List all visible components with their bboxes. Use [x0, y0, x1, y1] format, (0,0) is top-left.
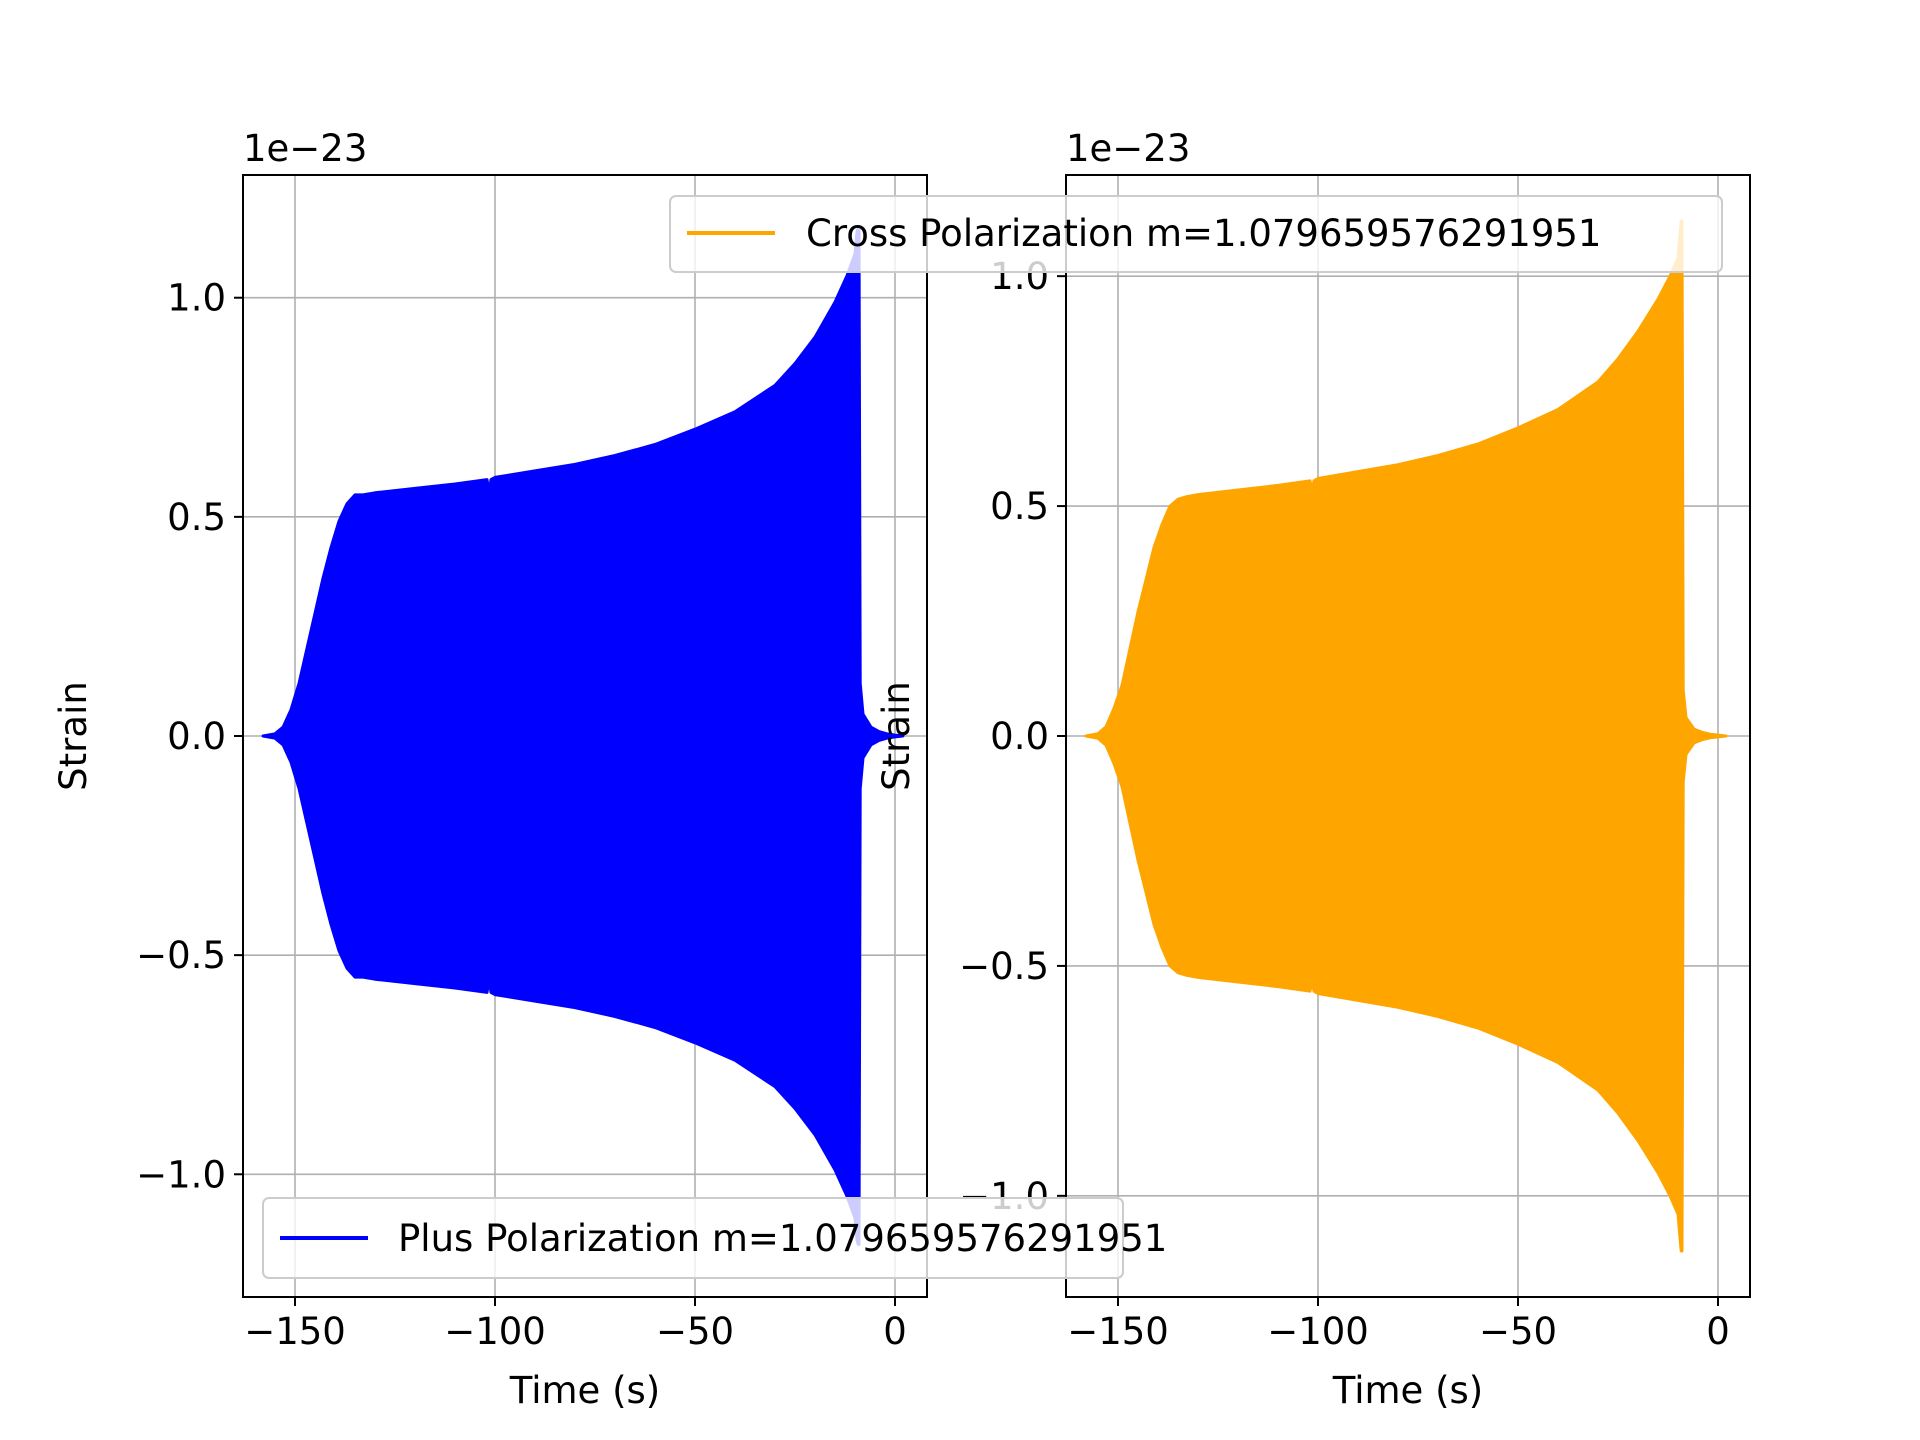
- right-x-tick-label: −100: [1267, 1310, 1369, 1353]
- left-x-tick-label: −100: [444, 1310, 546, 1353]
- left-y-tick-label: 0.5: [167, 496, 226, 539]
- right-waveform: [1084, 219, 1728, 1253]
- left-y-tick-label: −1.0: [136, 1153, 226, 1196]
- right-y-tick-label: −0.5: [959, 945, 1049, 988]
- left-x-tick-label: 0: [883, 1310, 907, 1353]
- left-y-tick-label: 0.0: [167, 715, 226, 758]
- right-x-tick-label: 0: [1706, 1310, 1730, 1353]
- right-y-axis-label: Strain: [875, 681, 918, 791]
- left-y-axis-label: Strain: [52, 681, 95, 791]
- right-x-axis-label: Time (s): [1332, 1369, 1483, 1412]
- right-offset-label: 1e−23: [1066, 127, 1190, 170]
- left-waveform: [261, 226, 905, 1246]
- left-x-tick-label: −50: [656, 1310, 734, 1353]
- left-x-tick-label: −150: [244, 1310, 346, 1353]
- right-legend-label: Cross Polarization m=1.079659576291951: [806, 212, 1601, 255]
- right-y-tick-label: 0.5: [990, 485, 1049, 528]
- left-ticks: −150 −100 −50 0 −1.0 −0.5 0.0 0.5 1.0: [136, 277, 907, 1353]
- right-x-tick-label: −50: [1479, 1310, 1557, 1353]
- left-series-envelope: [261, 226, 905, 1246]
- left-legend: Plus Polarization m=1.079659576291951: [262, 1197, 1167, 1279]
- left-subplot: −150 −100 −50 0 −1.0 −0.5 0.0 0.5 1.0 1e−23 Time…: [52, 127, 928, 1412]
- left-offset-label: 1e−23: [243, 127, 367, 170]
- right-y-tick-label: 0.0: [990, 715, 1049, 758]
- left-legend-label: Plus Polarization m=1.079659576291951: [398, 1217, 1167, 1260]
- right-legend: Cross Polarization m=1.079659576291951: [669, 195, 1723, 273]
- right-series-envelope: [1084, 219, 1728, 1253]
- left-y-tick-label: −0.5: [136, 934, 226, 977]
- right-x-tick-label: −150: [1067, 1310, 1169, 1353]
- left-y-tick-label: 1.0: [167, 277, 226, 320]
- left-x-axis-label: Time (s): [509, 1369, 660, 1412]
